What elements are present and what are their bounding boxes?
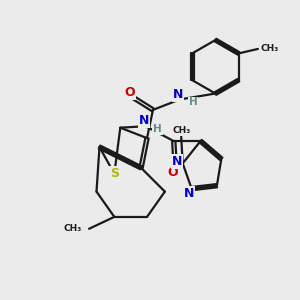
Text: O: O	[124, 85, 134, 98]
Text: CH₃: CH₃	[172, 126, 190, 135]
Text: H: H	[189, 98, 197, 107]
Text: O: O	[167, 166, 178, 179]
Text: CH₃: CH₃	[63, 224, 82, 233]
Text: N: N	[139, 114, 149, 127]
Text: N: N	[173, 88, 183, 100]
Text: CH₃: CH₃	[261, 44, 279, 53]
Text: H: H	[153, 124, 162, 134]
Text: N: N	[172, 155, 182, 168]
Text: N: N	[184, 188, 194, 200]
Text: S: S	[110, 167, 119, 180]
